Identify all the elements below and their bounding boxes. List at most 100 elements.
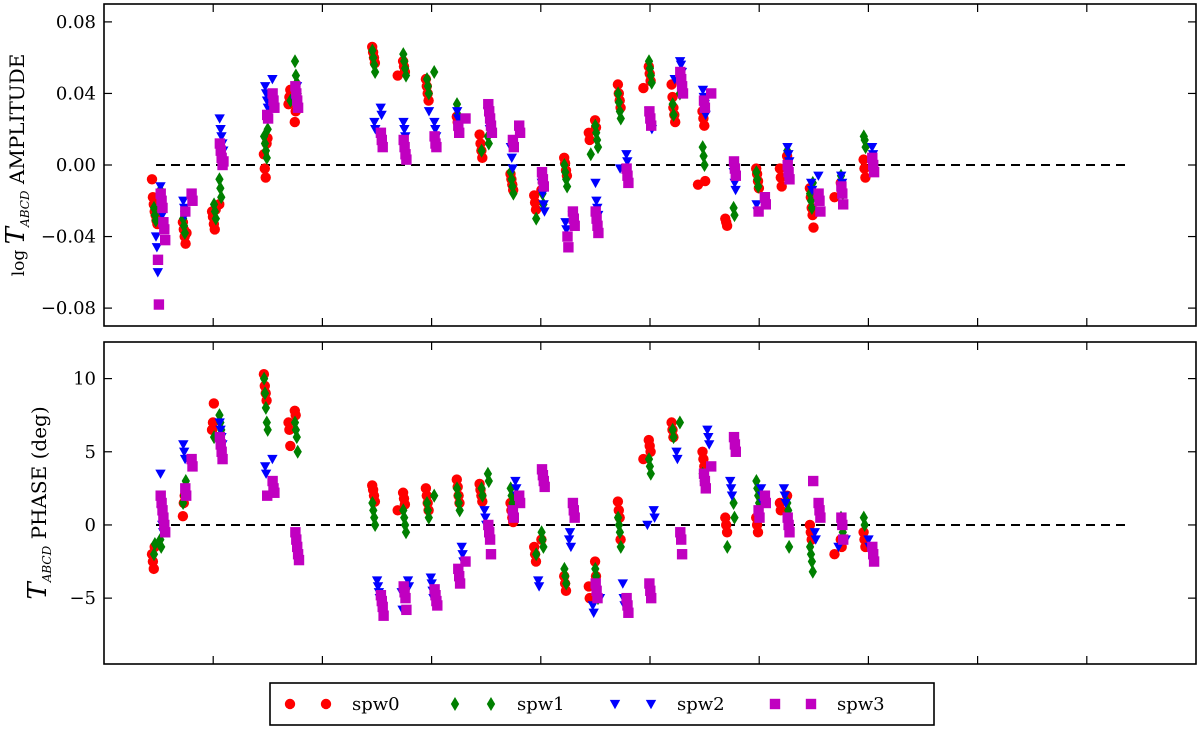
spw2-point — [621, 150, 632, 160]
spw3-point — [782, 159, 793, 171]
spw2-point — [833, 542, 844, 553]
spw3-point — [753, 206, 764, 217]
spw2-point — [622, 157, 633, 167]
spw3-point — [400, 149, 411, 160]
spw3-point — [536, 166, 548, 178]
spw3-point — [536, 464, 548, 475]
spw1-point — [730, 208, 739, 223]
spw3-point — [698, 95, 710, 106]
spw1-point — [422, 72, 432, 87]
spw2-point — [725, 484, 737, 494]
spw2-point — [590, 178, 601, 189]
spw3-point — [867, 152, 878, 164]
spw3-point — [591, 585, 602, 597]
spw3-point — [567, 497, 579, 509]
spw2-point — [178, 440, 189, 450]
spw3-point — [292, 102, 304, 113]
spw3-point — [453, 563, 464, 575]
spw3-point — [838, 534, 849, 545]
spw1-point — [370, 64, 380, 79]
spw3-point — [623, 607, 634, 618]
spw3-point — [215, 145, 226, 156]
spw3-point — [156, 497, 167, 509]
spw2-point — [617, 579, 628, 589]
spw3-point — [622, 170, 633, 181]
spw3-point — [784, 527, 795, 538]
spw3-point — [568, 213, 579, 224]
spw3-point — [290, 81, 301, 92]
spw1-point — [180, 225, 190, 240]
spw1-point — [424, 510, 433, 525]
spw1-point — [613, 86, 623, 101]
spw2-point — [648, 506, 659, 516]
spw3-point — [507, 505, 519, 516]
spw2-point — [725, 476, 736, 487]
spw3-point — [568, 505, 579, 516]
spw3-point — [432, 600, 443, 611]
spw2-point — [704, 440, 715, 450]
spw1-point — [401, 68, 411, 83]
spw3-point — [484, 534, 496, 545]
spw3-point — [676, 81, 688, 92]
spw1-point — [454, 495, 463, 511]
spw2-point — [152, 268, 163, 278]
spw2-point — [260, 462, 271, 472]
legend-label-spw1: spw1 — [517, 694, 565, 715]
spw3-point — [186, 453, 197, 465]
spw2-point — [376, 110, 387, 121]
spw0-point — [807, 209, 818, 221]
spw3-point — [837, 188, 848, 199]
spw0-point — [180, 238, 191, 249]
spw1-point — [215, 172, 224, 187]
spw2-point — [429, 117, 440, 128]
spw2-point — [452, 107, 463, 117]
spw3-point — [156, 195, 167, 206]
spw1-point — [509, 186, 518, 201]
spw2-point — [155, 182, 166, 192]
spw2-point — [780, 498, 791, 509]
spw2-point — [537, 189, 548, 199]
spw3-point — [676, 549, 688, 560]
spw3-point — [399, 141, 410, 153]
markers — [146, 369, 880, 621]
spw1-point — [178, 495, 188, 511]
legend-marker-spw3 — [769, 698, 781, 710]
spw2-point — [402, 576, 414, 586]
spw0-point — [638, 82, 649, 94]
spw3-point — [159, 224, 170, 235]
spw3-point — [292, 541, 303, 553]
spw1-point — [157, 539, 166, 554]
spw3-point — [646, 120, 657, 131]
spw2-point — [813, 171, 824, 181]
spw2-point — [702, 425, 713, 436]
spw1-point — [586, 147, 595, 162]
spw3-point — [782, 512, 793, 523]
spw2-point — [511, 484, 522, 494]
spw1-point — [430, 64, 439, 79]
spw3-point — [157, 202, 168, 214]
spw3-point — [378, 610, 389, 621]
spw1-point — [370, 517, 380, 532]
y-axis-title: log TABCD AMPLITUDE — [1, 54, 32, 277]
spw2-point — [565, 542, 577, 553]
spw3-point — [484, 113, 496, 124]
spw2-point — [369, 117, 380, 128]
spw0-point — [284, 424, 295, 436]
spw3-point — [401, 604, 412, 616]
spw3-point — [186, 188, 197, 199]
spw0-point — [560, 585, 572, 597]
spw1-point — [211, 211, 221, 226]
spw1-point — [151, 213, 160, 228]
spw3-point — [269, 102, 280, 113]
spw2-point — [456, 542, 467, 553]
spw2-point — [700, 110, 711, 121]
spw3-point — [808, 475, 819, 487]
y-tick-label: 0.04 — [56, 83, 96, 104]
markers — [146, 41, 880, 310]
spw1-point — [698, 140, 707, 155]
spw3-point — [730, 446, 741, 457]
spw2-point — [533, 582, 545, 592]
spw3-point — [623, 177, 634, 189]
y-tick-label: −0.04 — [41, 227, 96, 248]
spw3-point — [837, 519, 848, 531]
